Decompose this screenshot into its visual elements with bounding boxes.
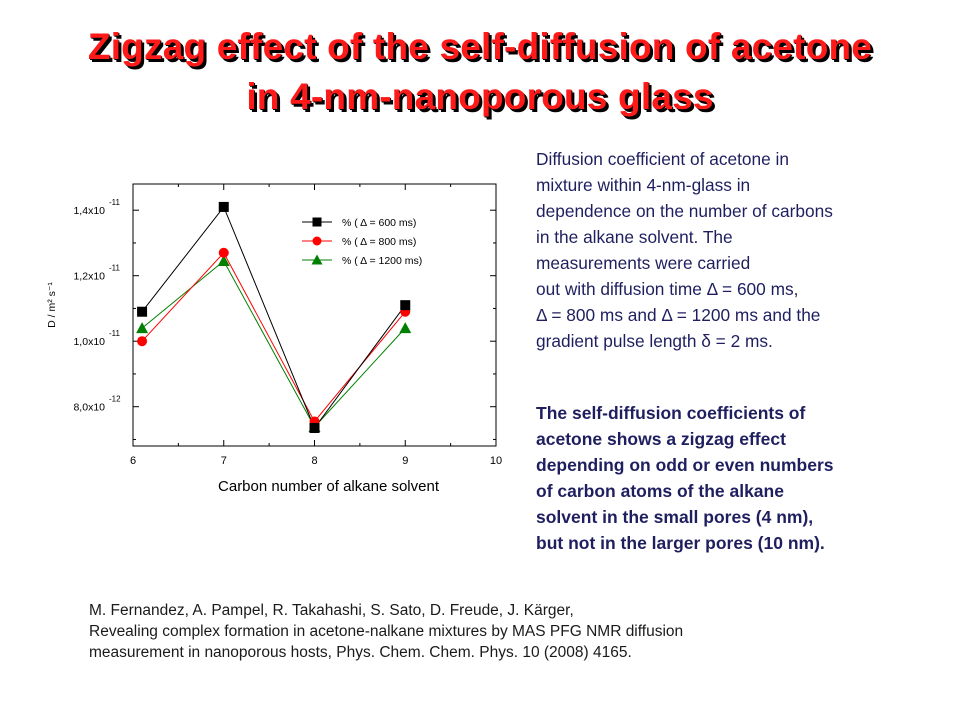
y-axis-label: D / m² s⁻¹ [46,282,58,328]
x-axis-label: Carbon number of alkane solvent [218,478,440,495]
legend-label: % ( Δ = 600 ms) [342,217,416,229]
description-line: mixture within 4-nm-glass in [536,175,751,195]
description-line: out with diffusion time Δ = 600 ms, [536,279,799,299]
summary-line: acetone shows a zigzag effect [536,429,786,449]
legend-marker-square [312,217,322,227]
legend-marker-triangle [311,254,323,265]
data-point-square [309,422,320,433]
description-line: Diffusion coefficient of acetone in [536,149,789,169]
data-point-square [218,201,229,212]
x-tick-label: 8 [311,455,317,467]
x-tick-label: 7 [221,455,227,467]
description-line: dependence on the number of carbons [536,201,833,221]
description-line: in the alkane solvent. The [536,227,733,247]
data-point-circle [218,247,229,258]
y-tick-label: 1,2x10 [73,271,105,283]
summary-line: depending on odd or even numbers [536,455,834,475]
y-tick-label: 1,0x10 [73,336,105,348]
series-line-square [141,205,406,429]
page-title-line-2: in 4-nm-nanoporous glass [246,76,714,117]
description-line: Δ = 800 ms and Δ = 1200 ms and the [536,305,821,325]
x-tick-label: 9 [402,455,408,467]
summary-line: The self-diffusion coefficients of [536,403,806,423]
reference-citation: M. Fernandez, A. Pampel, R. Takahashi, S… [89,600,683,663]
y-tick-exponent: -11 [109,198,121,207]
legend-label: % ( Δ = 1200 ms) [342,255,422,267]
data-point-triangle [136,322,149,334]
summary-line: but not in the larger pores (10 nm). [536,533,825,553]
reference-line: M. Fernandez, A. Pampel, R. Takahashi, S… [89,602,574,619]
x-tick-label: 10 [490,455,502,467]
summary-line: solvent in the small pores (4 nm), [536,507,814,527]
y-tick-label: 8,0x10 [73,402,105,414]
series-line-triangle [141,260,406,428]
legend-label: % ( Δ = 800 ms) [342,236,416,248]
description-line: gradient pulse length δ = 2 ms. [536,331,773,351]
chart-description: Diffusion coefficient of acetone in mixt… [536,146,936,354]
y-tick-label: 1,4x10 [73,205,105,217]
data-point-square [137,306,148,317]
page-title-line-1: Zigzag effect of the self-diffusion of a… [87,26,873,67]
reference-line: Revealing complex formation in acetone-n… [89,623,684,640]
reference-line: measurement in nanoporous hosts, Phys. C… [89,644,632,661]
y-tick-exponent: -12 [109,395,121,404]
data-point-triangle [399,322,412,334]
y-tick-exponent: -11 [109,329,121,338]
y-tick-exponent: -11 [109,264,121,273]
description-line: measurements were carried [536,253,751,273]
data-point-triangle [217,254,230,266]
summary-text: The self-diffusion coefficients of aceto… [536,400,936,556]
data-point-square [400,300,411,311]
summary-line: of carbon atoms of the alkane [536,481,784,501]
series-line-circle [141,251,406,423]
data-point-circle [137,336,148,347]
legend-marker-circle [312,236,322,246]
x-tick-label: 6 [130,455,136,467]
